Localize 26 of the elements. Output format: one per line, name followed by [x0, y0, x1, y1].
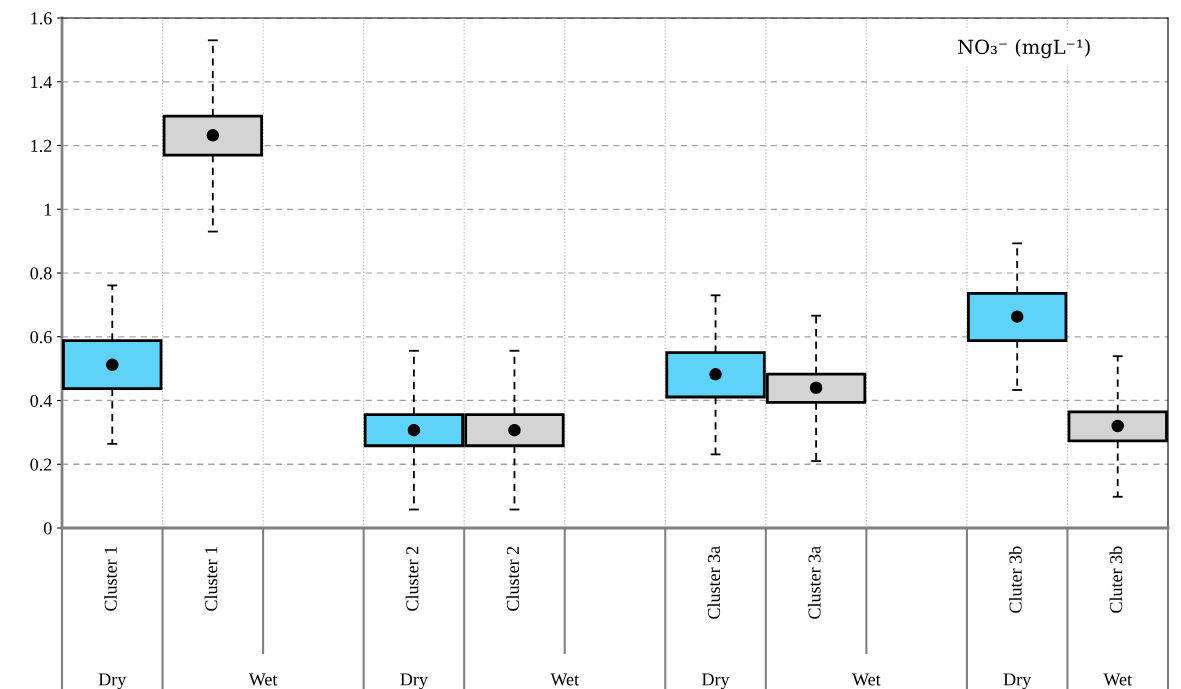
y-tick-label: 1.2 [31, 139, 52, 153]
y-tick-label: 0.6 [30, 331, 52, 344]
y-tick-label: 0 [43, 522, 52, 535]
text: Wet [852, 673, 881, 686]
text: Dry [702, 673, 730, 689]
x-tick-label: Cluter 3b [1109, 546, 1123, 613]
x-tick-label: Cluster 2 [405, 546, 419, 611]
text: Dry [98, 673, 127, 689]
text: Wet [1103, 673, 1132, 686]
y-tick-label: 0.8 [30, 267, 52, 280]
y-tick-label: 1.6 [31, 12, 52, 25]
x-tick-label: Cluster 1 [204, 546, 218, 611]
x-tick-label: Cluster 2 [506, 546, 519, 611]
text: Wet [248, 673, 278, 686]
x-tick-label: Cluster 3a [707, 546, 721, 619]
y-tick-label: 0.2 [30, 458, 52, 471]
y-tick-label: 0.4 [30, 394, 52, 408]
x-tick-label: Cluster 1 [104, 546, 117, 611]
text: NO₃⁻ (mgL⁻¹) [958, 39, 1090, 59]
x-tick-label: Cluster 3a [807, 546, 821, 619]
y-tick-label: 1 [44, 203, 52, 216]
y-tick-label: 1.4 [31, 76, 52, 89]
text: Wet [550, 673, 579, 686]
x-tick-label: Cluter 3b [1008, 546, 1022, 613]
text: Dry [1003, 673, 1032, 689]
text: Dry [400, 673, 428, 689]
